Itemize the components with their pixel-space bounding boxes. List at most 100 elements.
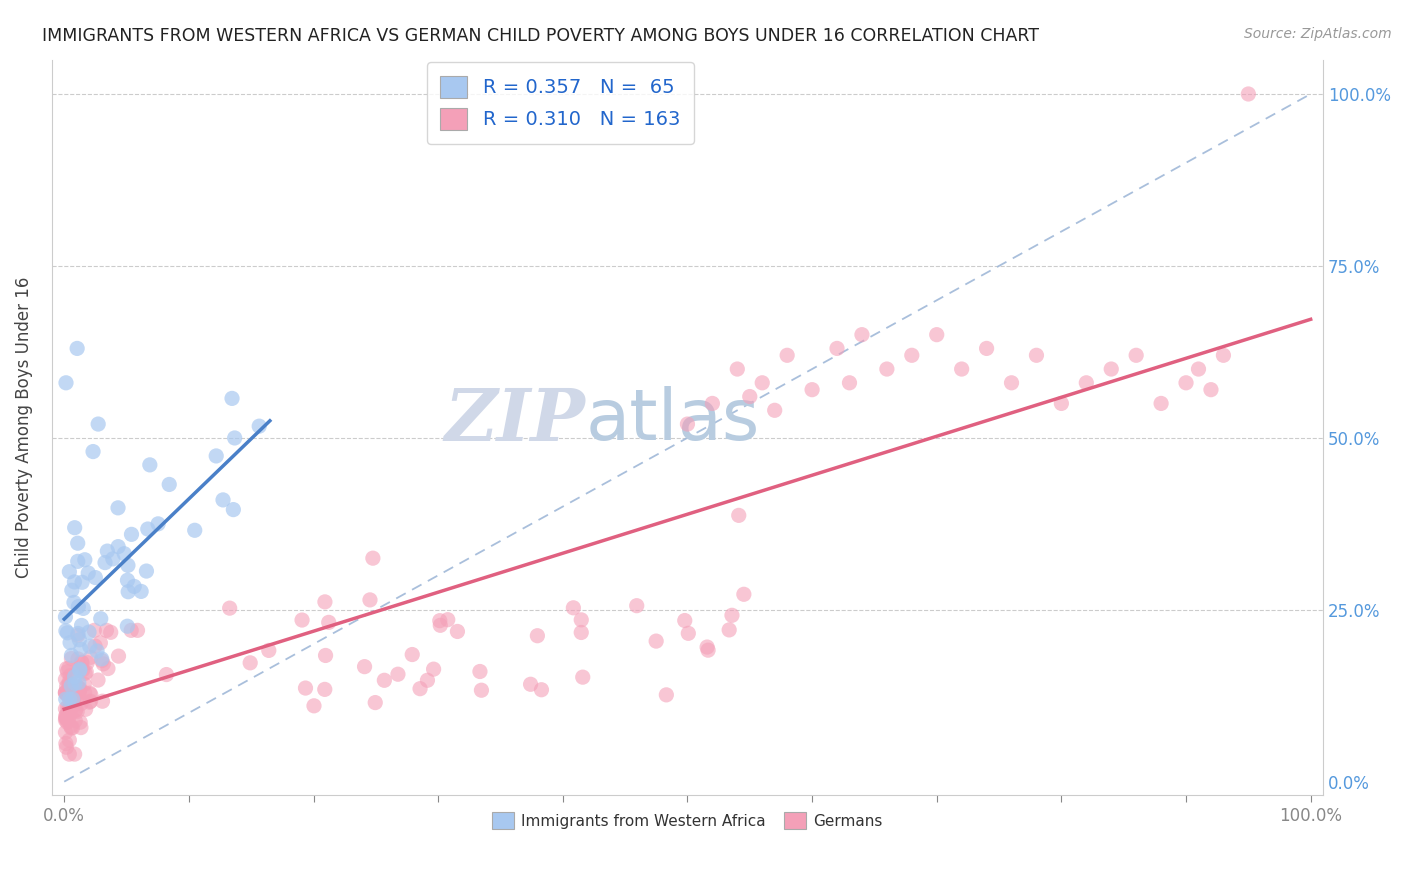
Point [82, 444, 104, 458]
Point [55, 740, 77, 755]
Point [1175, 376, 1198, 390]
Point [183, 523, 205, 537]
Point [55, 711, 77, 725]
Point [1076, 376, 1098, 390]
Point [63, 521, 86, 535]
Point [55, 692, 77, 706]
Point [60, 679, 83, 693]
Point [117, 619, 139, 633]
Point [1000, 376, 1022, 390]
Point [55, 736, 77, 750]
Point [676, 417, 699, 431]
Point [56, 715, 79, 730]
Point [60, 583, 83, 598]
Point [70, 575, 93, 590]
Point [751, 376, 773, 390]
Point [66, 536, 89, 550]
Point [55, 686, 77, 700]
Point [738, 390, 761, 404]
Point [65, 703, 87, 717]
Point [387, 667, 409, 681]
Point [69, 715, 91, 730]
Point [69, 642, 91, 657]
Point [59, 688, 82, 702]
Point [62, 721, 84, 735]
Point [75, 665, 97, 679]
Point [1125, 348, 1147, 362]
Point [100, 625, 122, 640]
Point [801, 383, 824, 397]
Point [58, 675, 80, 690]
Point [562, 600, 585, 615]
Point [69, 664, 91, 678]
Point [107, 500, 129, 515]
Point [838, 376, 860, 390]
Point [55, 662, 77, 676]
Point [77, 625, 100, 640]
Point [409, 681, 432, 696]
Point [294, 681, 316, 695]
Point [79, 650, 101, 665]
Point [62, 692, 84, 706]
Point [77, 566, 100, 580]
Point [56, 625, 79, 640]
Point [101, 552, 124, 566]
Point [721, 608, 744, 623]
Point [696, 640, 718, 654]
Point [135, 564, 157, 578]
Point [122, 579, 145, 593]
Point [353, 659, 375, 673]
Point [66, 628, 89, 642]
Point [70, 656, 93, 670]
Point [87, 417, 110, 431]
Point [67, 599, 90, 614]
Point [60, 706, 83, 720]
Point [79, 686, 101, 700]
Point [84, 639, 107, 653]
Point [776, 348, 799, 362]
Point [117, 574, 139, 588]
Point [221, 392, 243, 406]
Point [67, 675, 90, 690]
Point [429, 618, 451, 632]
Point [67, 652, 90, 666]
Legend: Immigrants from Western Africa, Germans: Immigrants from Western Africa, Germans [486, 805, 889, 836]
Point [69, 662, 91, 676]
Point [315, 648, 337, 663]
Point [58, 704, 80, 718]
Point [55, 685, 77, 699]
Point [73, 686, 96, 700]
Point [645, 634, 668, 648]
Point [678, 626, 700, 640]
Point [67, 632, 90, 647]
Point [75, 666, 97, 681]
Point [56, 706, 79, 720]
Point [291, 613, 314, 627]
Point [65, 703, 87, 717]
Point [79, 640, 101, 654]
Point [129, 584, 152, 599]
Point [314, 595, 336, 609]
Point [63, 691, 86, 706]
Point [58, 733, 80, 747]
Point [55, 709, 77, 723]
Point [318, 615, 340, 630]
Text: ZIP: ZIP [444, 384, 586, 456]
Point [76, 656, 98, 670]
Point [239, 656, 262, 670]
Point [67, 681, 90, 695]
Point [876, 362, 898, 376]
Point [157, 477, 180, 491]
Point [429, 614, 451, 628]
Point [373, 673, 395, 688]
Point [55, 376, 77, 390]
Point [58, 747, 80, 761]
Point [66, 705, 89, 719]
Point [55, 673, 77, 687]
Point [63, 595, 86, 609]
Point [468, 665, 491, 679]
Point [526, 629, 548, 643]
Point [825, 342, 848, 356]
Point [89, 636, 111, 650]
Point [59, 698, 82, 713]
